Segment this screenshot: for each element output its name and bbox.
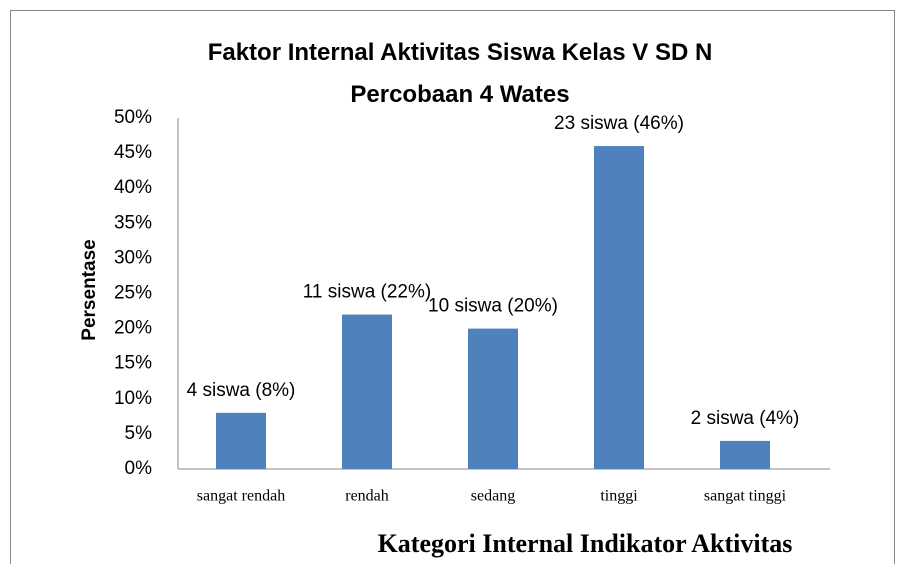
y-tick-label: 35%: [114, 212, 152, 233]
y-tick-label: 20%: [114, 318, 152, 339]
y-tick-label: 10%: [114, 388, 152, 409]
y-tick-label: 50%: [114, 107, 152, 128]
y-axis-title: Persentase: [79, 239, 100, 340]
bar: [720, 440, 770, 469]
value-label: 11 siswa (22%): [303, 282, 431, 303]
bar: [468, 328, 518, 469]
x-tick-label: sangat rendah: [197, 488, 285, 505]
frame: [10, 10, 895, 564]
bar: [216, 412, 266, 469]
y-tick-label: 40%: [114, 177, 152, 198]
bar: [342, 314, 392, 469]
value-label: 2 siswa (4%): [691, 408, 800, 429]
value-label: 4 siswa (8%): [187, 380, 296, 401]
x-tick-label: tinggi: [600, 488, 638, 505]
y-tick-label: 25%: [114, 283, 152, 304]
y-tick-label: 5%: [125, 423, 153, 444]
x-axis-title: Kategori Internal Indikator Aktivitas: [378, 529, 793, 558]
x-tick-label: sedang: [471, 488, 515, 505]
y-tick-label: 15%: [114, 353, 152, 374]
chart-title: Faktor Internal Aktivitas Siswa Kelas V …: [207, 39, 713, 108]
value-label: 10 siswa (20%): [428, 296, 558, 317]
y-tick-label: 0%: [125, 458, 153, 479]
y-tick-label: 45%: [114, 142, 152, 163]
bar: [594, 146, 644, 469]
y-tick-label: 30%: [114, 247, 152, 268]
value-label: 23 siswa (46%): [554, 113, 684, 134]
x-tick-label: rendah: [345, 488, 389, 505]
x-tick-label: sangat tinggi: [704, 488, 787, 505]
